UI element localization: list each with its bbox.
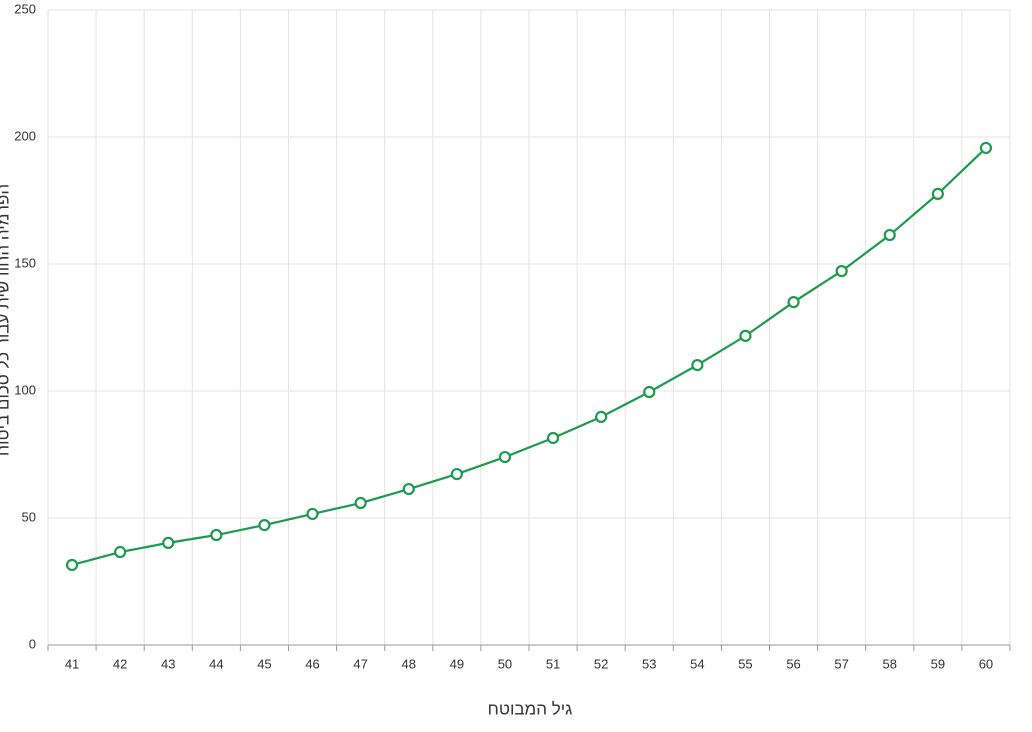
point [835,265,848,278]
x-tick-label: 55 [738,656,752,671]
point [402,482,415,496]
x-tick-label: 44 [209,656,223,671]
x-tick-label: 60 [979,656,993,671]
point [691,358,704,372]
x-axis-label: גיל המבוטח [488,699,573,718]
x-tick-label: 56 [786,656,800,671]
y-tick-label: 50 [22,509,36,524]
x-tick-label: 51 [546,656,560,671]
x-tick-label: 49 [450,656,464,671]
x-tick-label: 45 [257,656,271,671]
point [883,228,896,242]
x-tick-label: 41 [65,656,79,671]
point [258,519,271,532]
x-tick-label: 43 [161,656,175,671]
x-tick-label: 53 [642,656,656,671]
x-tick-label: 58 [883,656,897,671]
point [450,467,463,481]
point [162,536,175,549]
point [979,141,993,155]
point [787,296,800,309]
point [65,558,79,572]
y-axis-label: הפרמיה החודשית עבור כל סכום ביטוח [0,184,12,456]
x-tick-label: 57 [834,656,848,671]
line [71,147,987,567]
point [643,385,656,399]
x-tick-label: 46 [305,656,319,671]
x-tick-label: 54 [690,656,704,671]
point [210,528,223,542]
x-tick-label: 59 [931,656,945,671]
point [114,545,127,559]
x-tick-label: 42 [113,656,127,671]
point [498,450,512,464]
x-tick-label: 47 [353,656,367,671]
y-tick-label: 150 [14,255,36,270]
point [306,507,319,521]
y-tick-label: 250 [14,1,36,16]
point [354,496,367,510]
y-tick-label: 200 [14,128,36,143]
y-tick-label: 0 [29,636,36,651]
point [931,187,944,200]
x-tick-label: 50 [498,656,512,671]
x-tick-label: 52 [594,656,608,671]
point [739,329,752,342]
point [546,431,560,445]
point [595,410,608,424]
y-tick-label: 100 [14,382,36,397]
x-tick-label: 48 [402,656,416,671]
